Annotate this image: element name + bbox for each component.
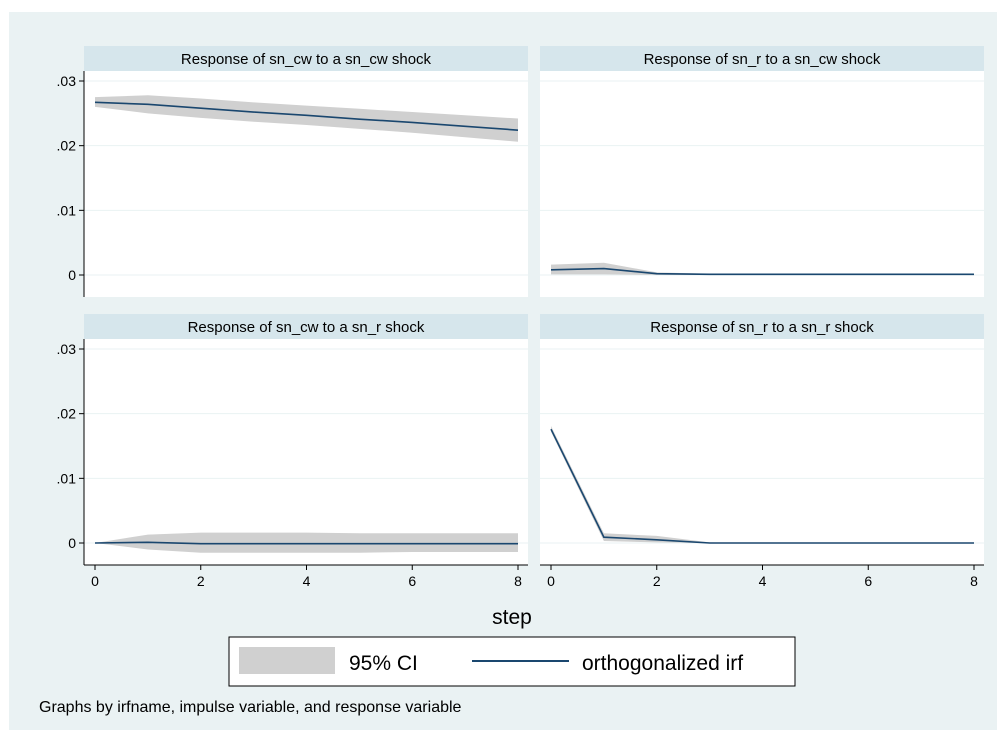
y-tick-label: .02: [57, 406, 77, 422]
panels-layer: Response of sn_cw to a sn_cw shock Respon…: [84, 46, 984, 565]
legend-irf-label: orthogonalized irf: [582, 652, 743, 675]
panel-4: Response of sn_r to a sn_r shock: [540, 314, 984, 565]
panel-title-band: [540, 46, 984, 71]
panel-title-band: [540, 314, 984, 339]
x-tick-label: 8: [970, 573, 978, 589]
panel-title-band: [84, 46, 528, 71]
y-tick-label: .03: [57, 341, 77, 357]
plot-area: [540, 71, 984, 297]
y-tick-label: .02: [57, 138, 77, 154]
ci-band: [95, 532, 518, 553]
irf-line: [94, 541, 518, 545]
panel-1: Response of sn_cw to a sn_cw shock: [84, 46, 528, 297]
y-tick-label: .03: [57, 73, 77, 89]
panel-title: Response of sn_cw to a sn_r shock: [188, 319, 425, 336]
panel-2: Response of sn_r to a sn_cw shock: [540, 46, 984, 297]
y-tick-label: .01: [57, 202, 77, 218]
irf-line: [94, 101, 519, 131]
legend-ci-label: 95% CI: [349, 652, 418, 675]
x-tick-label: 0: [547, 573, 555, 589]
panel-title: Response of sn_r to a sn_r shock: [650, 319, 874, 336]
panel-title: Response of sn_cw to a sn_cw shock: [181, 51, 432, 68]
legend-ci-swatch: [239, 647, 335, 674]
x-tick-label: 6: [408, 573, 416, 589]
y-tick-label: 0: [68, 535, 76, 551]
graph-note: Graphs by irfname, impulse variable, and…: [39, 699, 462, 716]
ci-band: [95, 95, 518, 142]
panel-title-band: [84, 314, 528, 339]
plot-area: [84, 339, 528, 565]
panel-3: Response of sn_cw to a sn_r shock: [84, 314, 528, 565]
x-tick-label: 2: [197, 573, 205, 589]
plot-area: [540, 339, 984, 565]
legend: 95% CI orthogonalized irf: [228, 636, 796, 687]
x-tick-label: 0: [91, 573, 99, 589]
y-tick-label: .01: [57, 470, 77, 486]
irf-line: [550, 428, 974, 544]
y-tick-label: 0: [68, 267, 76, 283]
irf-line: [550, 267, 974, 276]
panel-title: Response of sn_r to a sn_cw shock: [644, 51, 881, 68]
x-tick-label: 4: [303, 573, 311, 589]
x-tick-label: 6: [864, 573, 872, 589]
x-tick-label: 8: [514, 573, 522, 589]
x-axis-title: step: [492, 606, 532, 629]
x-tick-label: 4: [759, 573, 767, 589]
axes-layer: 0 .01 .02 .03 0 .01 .02 .03 0 2 4 6 8 0 2 4 6 8: [57, 71, 984, 589]
x-tick-label: 2: [653, 573, 661, 589]
